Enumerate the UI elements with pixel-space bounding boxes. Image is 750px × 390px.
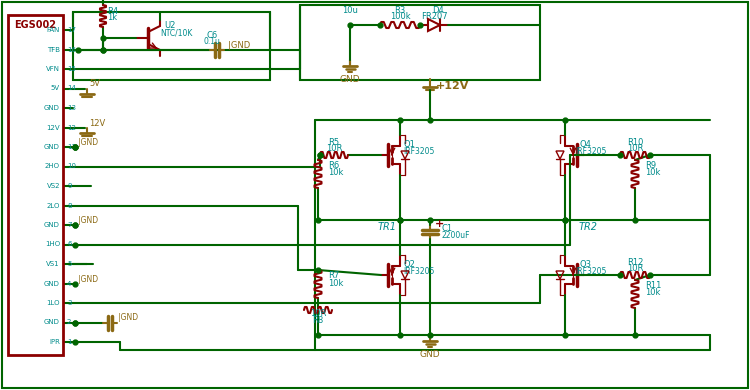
Text: GND: GND <box>420 350 440 359</box>
Text: 2200uF: 2200uF <box>442 231 470 240</box>
Text: |GND: |GND <box>228 41 251 50</box>
Text: TR1: TR1 <box>377 222 397 232</box>
Text: 10k: 10k <box>645 168 660 177</box>
Text: |GND: |GND <box>78 216 98 225</box>
Text: 100k: 100k <box>390 12 410 21</box>
Text: 12: 12 <box>67 124 76 131</box>
Text: +: + <box>435 219 444 229</box>
Text: 9: 9 <box>67 183 71 189</box>
Text: FR207: FR207 <box>421 12 447 21</box>
Text: 5: 5 <box>67 261 71 267</box>
Text: TR2: TR2 <box>578 222 598 232</box>
Text: |GND: |GND <box>118 314 138 323</box>
Text: R11: R11 <box>645 281 662 290</box>
Text: 12V: 12V <box>89 119 105 128</box>
Text: 10: 10 <box>67 163 76 170</box>
Text: 1HO: 1HO <box>45 241 60 248</box>
Text: Q3: Q3 <box>580 260 592 269</box>
Text: R7: R7 <box>328 271 339 280</box>
Text: R10: R10 <box>627 138 644 147</box>
Text: 0.1u: 0.1u <box>203 37 220 46</box>
Text: 16: 16 <box>67 46 76 53</box>
Text: IRF3205: IRF3205 <box>403 147 434 156</box>
Text: +12V: +12V <box>436 81 470 91</box>
Text: 14: 14 <box>67 85 76 92</box>
Text: 4: 4 <box>67 280 71 287</box>
Text: 12V: 12V <box>46 124 60 131</box>
Text: GND: GND <box>44 319 60 326</box>
Text: 1LO: 1LO <box>46 300 60 306</box>
Text: IRF3205: IRF3205 <box>403 267 434 276</box>
Text: R5: R5 <box>328 138 340 147</box>
Text: 10k: 10k <box>328 279 344 288</box>
Text: C1: C1 <box>442 224 453 233</box>
Text: 1: 1 <box>67 339 71 345</box>
Text: |GND: |GND <box>78 138 98 147</box>
Bar <box>73 12 270 80</box>
Text: TFB: TFB <box>47 46 60 53</box>
Text: 10R: 10R <box>627 264 644 273</box>
Text: 10R: 10R <box>326 144 342 153</box>
Text: 2: 2 <box>67 319 71 326</box>
Bar <box>300 5 540 80</box>
Text: VS1: VS1 <box>46 261 60 267</box>
Text: GND: GND <box>44 144 60 150</box>
Text: VFN: VFN <box>46 66 60 72</box>
Text: 10u: 10u <box>342 6 358 15</box>
Text: VS2: VS2 <box>46 183 60 189</box>
Text: 15: 15 <box>67 66 76 72</box>
Bar <box>8 15 63 355</box>
Text: 2HO: 2HO <box>45 163 60 170</box>
Text: R9: R9 <box>645 161 656 170</box>
Text: U2: U2 <box>164 21 176 30</box>
Text: R4: R4 <box>107 7 118 16</box>
Text: Q4: Q4 <box>580 140 592 149</box>
Text: 10k: 10k <box>645 288 660 297</box>
Text: D4: D4 <box>432 6 444 15</box>
Text: IRF3205: IRF3205 <box>575 147 606 156</box>
Text: NTC/10K: NTC/10K <box>160 28 192 37</box>
Text: 5V: 5V <box>89 80 100 89</box>
Text: IRF3205: IRF3205 <box>575 267 606 276</box>
Text: |GND: |GND <box>78 275 98 284</box>
Text: 10R: 10R <box>627 144 644 153</box>
Text: Q1: Q1 <box>403 140 415 149</box>
Text: 6: 6 <box>67 241 71 248</box>
Text: 3: 3 <box>67 300 71 306</box>
Text: 2LO: 2LO <box>46 202 60 209</box>
Text: GND: GND <box>340 75 360 84</box>
Text: 5V: 5V <box>51 85 60 92</box>
Text: 13: 13 <box>67 105 76 111</box>
Text: 8: 8 <box>67 202 71 209</box>
Text: Q2: Q2 <box>403 260 415 269</box>
Text: EGS002: EGS002 <box>14 20 56 30</box>
Text: IPR: IPR <box>50 339 60 345</box>
Text: GND: GND <box>44 222 60 228</box>
Text: GND: GND <box>44 280 60 287</box>
Text: C6: C6 <box>206 30 218 39</box>
Text: 10k: 10k <box>328 168 344 177</box>
Text: R6: R6 <box>328 161 339 170</box>
Text: R8: R8 <box>312 316 324 325</box>
Text: R12: R12 <box>627 258 644 267</box>
Text: 1k: 1k <box>107 13 117 22</box>
Text: 17: 17 <box>67 27 76 33</box>
Text: 11: 11 <box>67 144 76 150</box>
Text: FAN: FAN <box>46 27 60 33</box>
Text: R3: R3 <box>394 6 406 15</box>
Text: 10R: 10R <box>310 309 326 318</box>
Text: 7: 7 <box>67 222 71 228</box>
Text: GND: GND <box>44 105 60 111</box>
